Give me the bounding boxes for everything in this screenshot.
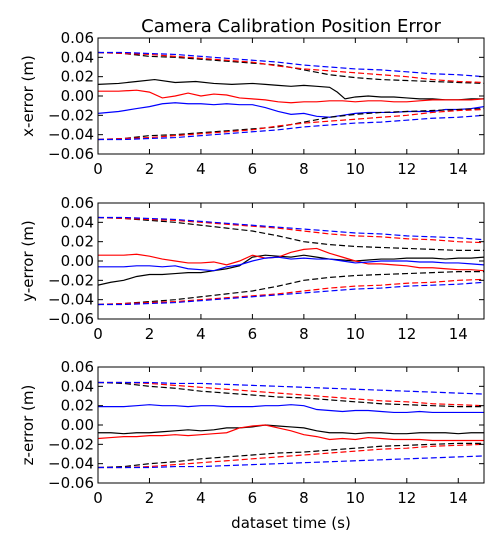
y-tick-label: 0.04 (61, 48, 94, 66)
x-tick-label: 12 (397, 325, 416, 343)
y-tick-label: 0.02 (61, 68, 94, 86)
x-tick-label: 2 (145, 325, 155, 343)
y-tick-label: −0.06 (48, 474, 94, 492)
y-tick-label: 0.02 (61, 397, 94, 415)
x-tick-label: 4 (196, 489, 206, 507)
series-line-3-bound (98, 381, 484, 408)
x-axis-label: dataset time (s) (231, 514, 351, 532)
x-error-panel: 0.060.04 0.020.00−0.02 −0.04−0.060 2 4 6 8 10 12… (19, 29, 485, 178)
series-line-6-bound (98, 278, 484, 306)
y-tick-label: 0.00 (61, 87, 94, 105)
series-line-6-bound (98, 108, 484, 141)
x-tick-label: 10 (346, 325, 365, 343)
y-tick-label: −0.02 (48, 271, 94, 289)
series-group (98, 216, 484, 306)
series-line-2-error (98, 256, 484, 272)
y-tick-label: 0.06 (61, 29, 94, 47)
y-tick-label: 0.00 (61, 252, 94, 270)
series-line-8-bound (98, 455, 484, 469)
x-tick-label: 2 (145, 160, 155, 178)
x-tick-label: 14 (449, 325, 468, 343)
series-line-1-error (98, 424, 484, 442)
x-tick-label: 0 (93, 489, 103, 507)
y-tick-label: 0.02 (61, 233, 94, 251)
x-tick-label: 4 (196, 160, 206, 178)
y-tick-label: −0.04 (48, 291, 94, 309)
y-tick-label: −0.02 (48, 435, 94, 453)
y-tick-label: 0.04 (61, 213, 94, 231)
x-tick-label: 8 (299, 325, 309, 343)
y-axis-label: x-error (m) (19, 55, 37, 137)
y-error-panel: 0.060.04 0.020.00−0.02 −0.04−0.060 2 4 6 8 10 12… (19, 194, 485, 343)
x-tick-label: 10 (346, 160, 365, 178)
x-tick-label: 4 (196, 325, 206, 343)
x-tick-label: 12 (397, 160, 416, 178)
series-line-7-bound (98, 216, 484, 241)
y-tick-label: −0.04 (48, 455, 94, 473)
x-tick-label: 0 (93, 325, 103, 343)
y-axis-label: y-error (m) (19, 220, 37, 301)
series-group (98, 51, 484, 141)
x-tick-label: 2 (145, 489, 155, 507)
series-line-5-bound (98, 381, 484, 407)
x-tick-label: 14 (449, 160, 468, 178)
series-line-1-error (98, 247, 484, 272)
y-tick-label: −0.02 (48, 106, 94, 124)
series-line-0-error (98, 78, 484, 101)
series-line-5-bound (98, 51, 484, 84)
panels: 0.060.040.020.00−0.02−0.04−0.060 2 4 6 8 10 12… (19, 29, 485, 507)
x-tick-label: 6 (248, 160, 258, 178)
series-line-1-error (98, 89, 484, 104)
series-line-7-bound (98, 51, 484, 78)
x-tick-label: 14 (449, 489, 468, 507)
chart-title: Camera Calibration Position Error (141, 16, 441, 37)
x-tick-label: 6 (248, 325, 258, 343)
x-tick-label: 12 (397, 489, 416, 507)
y-tick-label: 0.00 (61, 416, 94, 434)
y-tick-label: 0.06 (61, 194, 94, 212)
series-line-5-bound (98, 216, 484, 244)
x-tick-label: 0 (93, 160, 103, 178)
series-line-4-bound (98, 442, 484, 469)
series-line-4-bound (98, 271, 484, 306)
series-line-2-error (98, 102, 484, 118)
y-tick-label: −0.06 (48, 310, 94, 328)
x-tick-label: 6 (248, 489, 258, 507)
series-line-7-bound (98, 381, 484, 395)
y-tick-label: 0.06 (61, 358, 94, 376)
series-group (98, 381, 484, 469)
x-tick-label: 8 (299, 160, 309, 178)
series-line-3-bound (98, 216, 484, 251)
z-error-panel: 0.060.04 0.020.00−0.02 −0.04−0.060 2 4 6 8 10 12… (19, 358, 485, 507)
x-tick-label: 8 (299, 489, 309, 507)
series-line-8-bound (98, 281, 484, 306)
series-line-8-bound (98, 114, 484, 141)
series-line-2-error (98, 404, 484, 414)
y-tick-label: −0.06 (48, 145, 94, 163)
series-line-0-error (98, 254, 484, 286)
y-axis-label: z-error (m) (19, 385, 37, 466)
y-tick-label: −0.04 (48, 126, 94, 144)
x-tick-label: 10 (346, 489, 365, 507)
series-line-0-error (98, 424, 484, 435)
y-tick-label: 0.04 (61, 377, 94, 395)
series-line-6-bound (98, 443, 484, 469)
